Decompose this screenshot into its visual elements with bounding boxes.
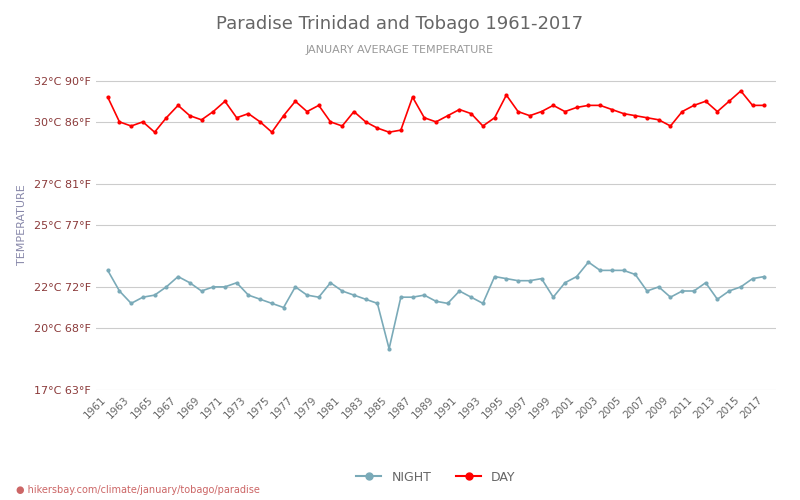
NIGHT: [396, 294, 406, 300]
NIGHT: [278, 304, 288, 310]
NIGHT: [572, 274, 582, 280]
Text: JANUARY AVERAGE TEMPERATURE: JANUARY AVERAGE TEMPERATURE: [306, 45, 494, 55]
Legend: NIGHT, DAY: NIGHT, DAY: [351, 466, 521, 489]
DAY: [103, 94, 113, 100]
NIGHT: [759, 274, 769, 280]
Text: ● hikersbay.com/climate/january/tobago/paradise: ● hikersbay.com/climate/january/tobago/p…: [16, 485, 260, 495]
Y-axis label: TEMPERATURE: TEMPERATURE: [17, 184, 27, 266]
NIGHT: [138, 294, 148, 300]
DAY: [138, 119, 148, 125]
NIGHT: [126, 300, 136, 306]
DAY: [396, 127, 406, 133]
DAY: [290, 98, 300, 104]
DAY: [560, 108, 570, 114]
DAY: [150, 129, 159, 135]
NIGHT: [584, 259, 594, 265]
DAY: [126, 123, 136, 129]
NIGHT: [103, 268, 113, 274]
NIGHT: [384, 346, 394, 352]
NIGHT: [560, 280, 570, 286]
Line: NIGHT: NIGHT: [106, 260, 766, 351]
DAY: [759, 102, 769, 108]
DAY: [736, 88, 746, 94]
Line: DAY: DAY: [106, 89, 766, 134]
DAY: [572, 104, 582, 110]
Text: Paradise Trinidad and Tobago 1961-2017: Paradise Trinidad and Tobago 1961-2017: [217, 15, 583, 33]
